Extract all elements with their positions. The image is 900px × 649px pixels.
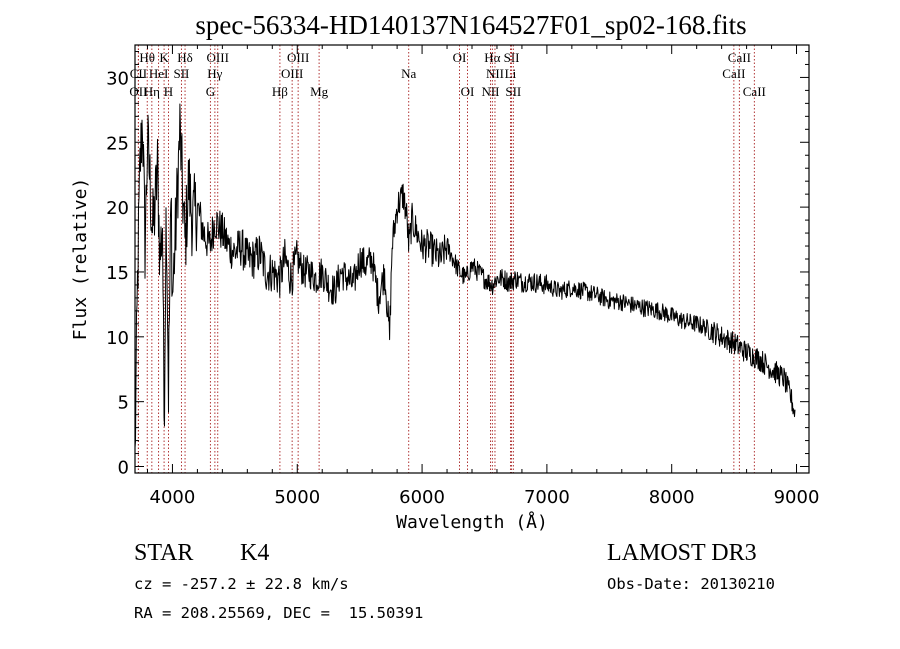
spectral-line-label: K — [159, 50, 169, 65]
spectral-line-label: OIII — [281, 66, 303, 81]
spectral-line-label: Hθ — [139, 50, 155, 65]
x-tick-label: 9000 — [774, 487, 820, 508]
axis-ticks: 4000 5000 6000 7000 8000 9000 0 5 10 15 20 25 30 — [106, 45, 819, 508]
y-tick-label: 25 — [106, 133, 129, 154]
spectrum-line — [134, 103, 796, 448]
spectral-line-label: HeI — [149, 66, 169, 81]
object-class: STAR — [134, 540, 194, 566]
spectral-line-label: Hδ — [177, 50, 193, 65]
spectral-line-label: Li — [505, 66, 517, 81]
spectral-line-label: OI — [453, 50, 467, 65]
x-tick-label: 7000 — [524, 487, 570, 508]
observation-date: Obs-Date: 20130210 — [607, 575, 775, 593]
x-tick-label: 5000 — [274, 487, 320, 508]
spectral-line-label: CaII — [722, 66, 745, 81]
y-tick-label: 20 — [106, 198, 129, 219]
spectral-line-label: CaII — [728, 50, 751, 65]
spectral-line-label: Hβ — [272, 84, 288, 99]
y-tick-label: 15 — [106, 263, 129, 284]
spectrum-layer — [134, 103, 796, 448]
x-tick-label: 8000 — [649, 487, 695, 508]
spectral-line-label: CaII — [743, 84, 766, 99]
spectral-line-label: H — [164, 84, 173, 99]
y-axis-label: Flux (relative) — [70, 178, 91, 341]
coordinates-info: RA = 208.25569, DEC = 15.50391 — [134, 604, 424, 622]
y-tick-label: 0 — [118, 458, 129, 479]
spectral-line-label: Hη — [144, 84, 160, 99]
spectral-line-label: Hγ — [207, 66, 222, 81]
spectral-line-label: OIII — [207, 50, 229, 65]
survey-name: LAMOST DR3 — [607, 540, 757, 566]
spectral-line-label: SII — [504, 50, 520, 65]
spectral-line-label: OIII — [287, 50, 309, 65]
spectral-line-label: Na — [401, 66, 416, 81]
spectral-line-label: OI — [461, 84, 475, 99]
spectral-line-label: G — [206, 84, 215, 99]
y-tick-label: 10 — [106, 328, 129, 349]
plot-frame — [134, 44, 810, 474]
x-axis-label: Wavelength (Å) — [396, 511, 548, 533]
spectral-line-label: NII — [481, 84, 499, 99]
x-tick-label: 4000 — [150, 487, 196, 508]
chart-title: spec-56334-HD140137N164527F01_sp02-168.f… — [195, 10, 746, 40]
spectral-line-label: Hα — [484, 50, 500, 65]
spectral-line-label: OII — [129, 84, 147, 99]
y-tick-label: 5 — [118, 393, 129, 414]
object-subclass: K4 — [240, 540, 270, 566]
y-tick-label: 30 — [106, 68, 129, 89]
spectral-line-label: Mg — [310, 84, 329, 99]
spectral-line-label: SII — [173, 66, 189, 81]
x-tick-label: 6000 — [399, 487, 445, 508]
redshift-info: cz = -257.2 ± 22.8 km/s — [134, 575, 349, 593]
spectral-line-label: SII — [505, 84, 521, 99]
spectral-line-label: NII — [486, 66, 504, 81]
